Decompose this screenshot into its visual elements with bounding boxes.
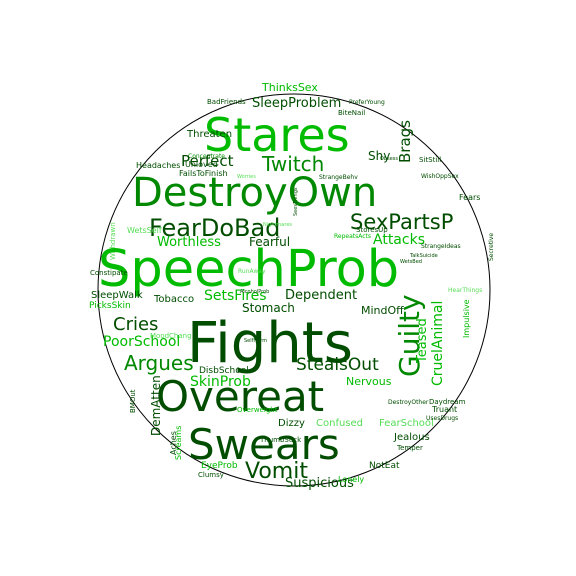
cloud-word: RunAway (238, 268, 266, 275)
cloud-word: MindOff (361, 304, 404, 317)
cloud-word: DemAtten (149, 375, 163, 436)
cloud-word: WishOppSex (421, 173, 459, 180)
cloud-word: Concentrate (188, 153, 225, 160)
cloud-word: NotEat (369, 461, 400, 471)
cloud-word: Overeat (156, 372, 324, 421)
cloud-word: WetsBed (400, 259, 422, 265)
cloud-word: Secretive (488, 233, 495, 261)
cloud-word: DestroyOther (388, 399, 429, 406)
cloud-word: FearDoBad (149, 214, 280, 242)
cloud-word: Vomit (245, 459, 308, 484)
cloud-word: EyeProb (201, 461, 238, 471)
cloud-word: Perfect (181, 152, 234, 170)
cloud-word: Stares (204, 108, 350, 162)
cloud-word: StrangeBehv (319, 174, 358, 181)
cloud-word: Nervous (346, 375, 392, 388)
cloud-word: Impulsive (462, 299, 471, 338)
cloud-word: StealsOut (296, 355, 379, 375)
cloud-word: Attacks (373, 232, 425, 248)
cloud-boundary-circle (97, 93, 491, 487)
word-group: ThinksSex BadFriends PreferYoung SleepProbl… (89, 81, 495, 491)
cloud-word: ThinksSex (261, 81, 318, 94)
cloud-word: PreferYoung (349, 99, 385, 106)
cloud-word: Dependent (285, 288, 357, 303)
cloud-word: SpeechProb (98, 240, 399, 299)
cloud-word: TalkSuicide (409, 253, 438, 259)
cloud-word: Stomach (242, 301, 295, 315)
cloud-word: Constipate (90, 269, 128, 277)
cloud-word: Confused (316, 418, 363, 429)
cloud-word: Argues (124, 351, 194, 375)
cloud-word: Lonely (338, 475, 364, 484)
cloud-word: Temper (396, 444, 423, 452)
cloud-word: Obsess (380, 156, 398, 162)
cloud-word: Screams (174, 426, 183, 460)
cloud-word: Swears (188, 420, 340, 469)
cloud-word: Truant (431, 405, 457, 414)
cloud-word: DisbSchool (199, 366, 249, 376)
cloud-word: SleepWalk (91, 290, 143, 301)
cloud-word: AlcoholProb (240, 289, 269, 295)
cloud-word: BiteNail (338, 109, 365, 117)
cloud-word: HearThings (448, 287, 482, 294)
cloud-word: UsesDrugs (426, 415, 458, 422)
cloud-word: Daydream (429, 398, 466, 406)
cloud-word: SkinProb (190, 374, 251, 390)
cloud-word: StoresUp (356, 226, 388, 234)
cloud-word: Fears (459, 193, 480, 202)
cloud-word: Withdrawn (109, 222, 117, 260)
cloud-word: DestroyOwn (132, 170, 377, 216)
cloud-word: Fights (187, 311, 353, 376)
cloud-word: FailsToFinish (179, 169, 228, 178)
cloud-word: Jealous (393, 432, 430, 443)
cloud-word: Aches (169, 431, 178, 455)
cloud-word: Shy (368, 149, 390, 163)
cloud-word: Cries (113, 314, 158, 335)
cloud-word: SeesThings (293, 187, 299, 216)
cloud-word: Twitch (261, 152, 324, 176)
cloud-word: BadFriends (207, 98, 246, 106)
cloud-word: Worthless (157, 235, 221, 250)
cloud-word: PoorSchool (103, 334, 180, 350)
cloud-word: Tobacco (153, 294, 194, 305)
cloud-word: ThumbSuck (259, 436, 302, 444)
cloud-word: WetsSelf (127, 226, 162, 235)
cloud-word: PicksSkin (89, 301, 131, 311)
cloud-word: MoodChang (150, 332, 192, 340)
cloud-word: RepeatsActs (334, 233, 371, 240)
cloud-word: Suspicious (285, 476, 354, 491)
cloud-word: Overweight (237, 406, 278, 414)
cloud-word: SexPartsP (350, 210, 453, 234)
cloud-word: SetsFires (204, 288, 267, 304)
cloud-word: Nightmares (263, 222, 292, 228)
cloud-word: Dizzy (278, 418, 305, 429)
cloud-word: Clumsy (198, 471, 224, 479)
cloud-word: Headaches (136, 161, 180, 170)
cloud-word: Threaten (186, 129, 232, 140)
cloud-word: Fearful (249, 235, 290, 249)
cloud-word: SelfHarm (244, 338, 267, 344)
cloud-word: Brags (396, 120, 414, 163)
cloud-word: Unloved (185, 160, 218, 169)
cloud-word: SleepProblem (252, 96, 341, 111)
cloud-word: Guilty (393, 294, 426, 377)
cloud-word: Worries (237, 174, 256, 180)
cloud-word: FearSchool (379, 418, 434, 429)
cloud-word: Teased (415, 318, 430, 364)
cloud-word: BMOut (129, 389, 137, 413)
cloud-word: CruelAnimal (430, 301, 446, 386)
cloud-word: StrangeIdeas (421, 243, 461, 250)
cloud-word: SitStill (419, 156, 441, 164)
